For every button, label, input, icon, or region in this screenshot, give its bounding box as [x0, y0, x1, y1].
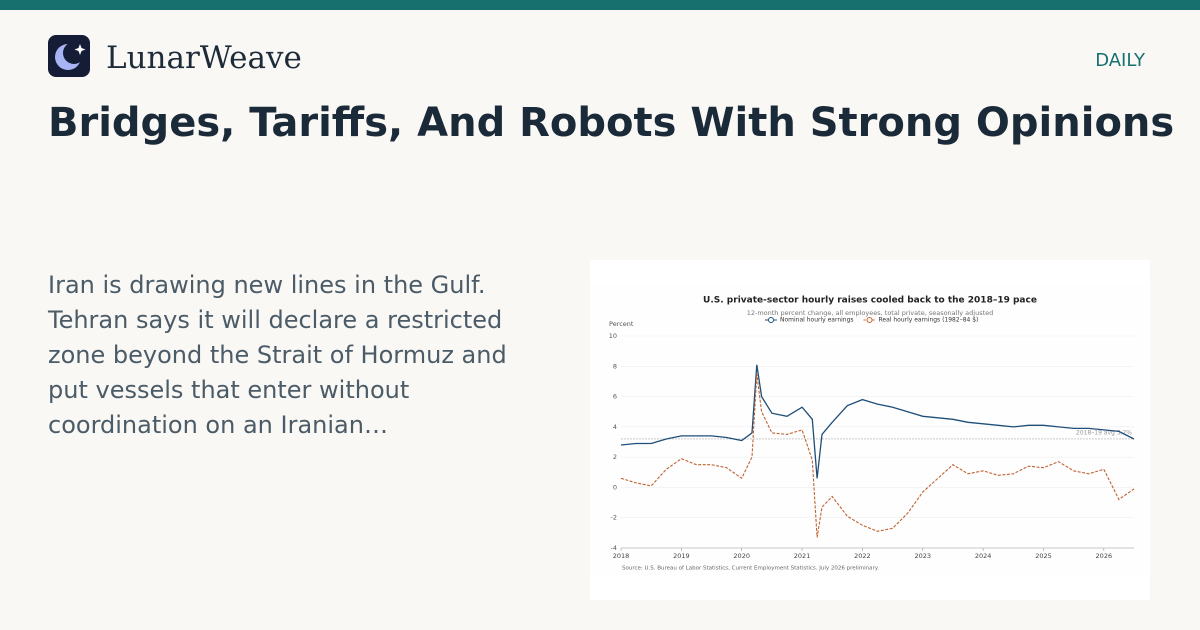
x-tick-label: 2018 — [613, 552, 630, 560]
summary: Iran is drawing new lines in the Gulf. T… — [48, 271, 507, 439]
y-tick-label: 4 — [613, 423, 617, 431]
y-tick-label: 10 — [609, 332, 617, 340]
y-axis-label: Percent — [609, 320, 634, 328]
logo — [48, 35, 90, 77]
section-label: DAILY — [1095, 50, 1145, 71]
legend-marker — [866, 317, 873, 323]
x-tick-label: 2026 — [1096, 552, 1113, 560]
top-bar — [0, 0, 1200, 10]
x-tick-label: 2019 — [673, 552, 690, 560]
legend-label: Real hourly earnings (1982–84 $) — [879, 317, 979, 324]
legend-label: Nominal hourly earnings — [780, 317, 854, 324]
y-tick-label: 0 — [613, 483, 617, 491]
x-tick-label: 2021 — [794, 552, 811, 560]
x-tick-label: 2025 — [1035, 552, 1052, 560]
y-tick-label: -2 — [611, 514, 617, 522]
series-line — [620, 364, 1135, 479]
brand: LunarWeave — [106, 40, 302, 76]
headline: Bridges, Tariffs, And Robots With Strong… — [48, 100, 1175, 146]
x-tick-label: 2020 — [733, 552, 750, 560]
reference-label: 2018–19 avg 3.2% — [1076, 429, 1132, 436]
chart: U.S. private-sector hourly raises cooled… — [590, 260, 1150, 600]
x-tick-label: 2022 — [854, 552, 871, 560]
y-tick-label: 8 — [613, 362, 617, 370]
legend-marker — [768, 317, 774, 323]
x-tick-label: 2023 — [914, 552, 931, 560]
y-tick-label: 2 — [613, 453, 617, 461]
source-note: Source: U.S. Bureau of Labor Statistics,… — [622, 566, 879, 572]
chart-subtitle: 12-month percent change, all employees, … — [747, 309, 994, 317]
chart-title: U.S. private-sector hourly raises cooled… — [703, 296, 1037, 306]
y-tick-label: -4 — [611, 544, 617, 552]
x-tick-label: 2024 — [975, 552, 992, 560]
y-tick-label: 6 — [613, 393, 617, 401]
series-line — [620, 373, 1135, 538]
